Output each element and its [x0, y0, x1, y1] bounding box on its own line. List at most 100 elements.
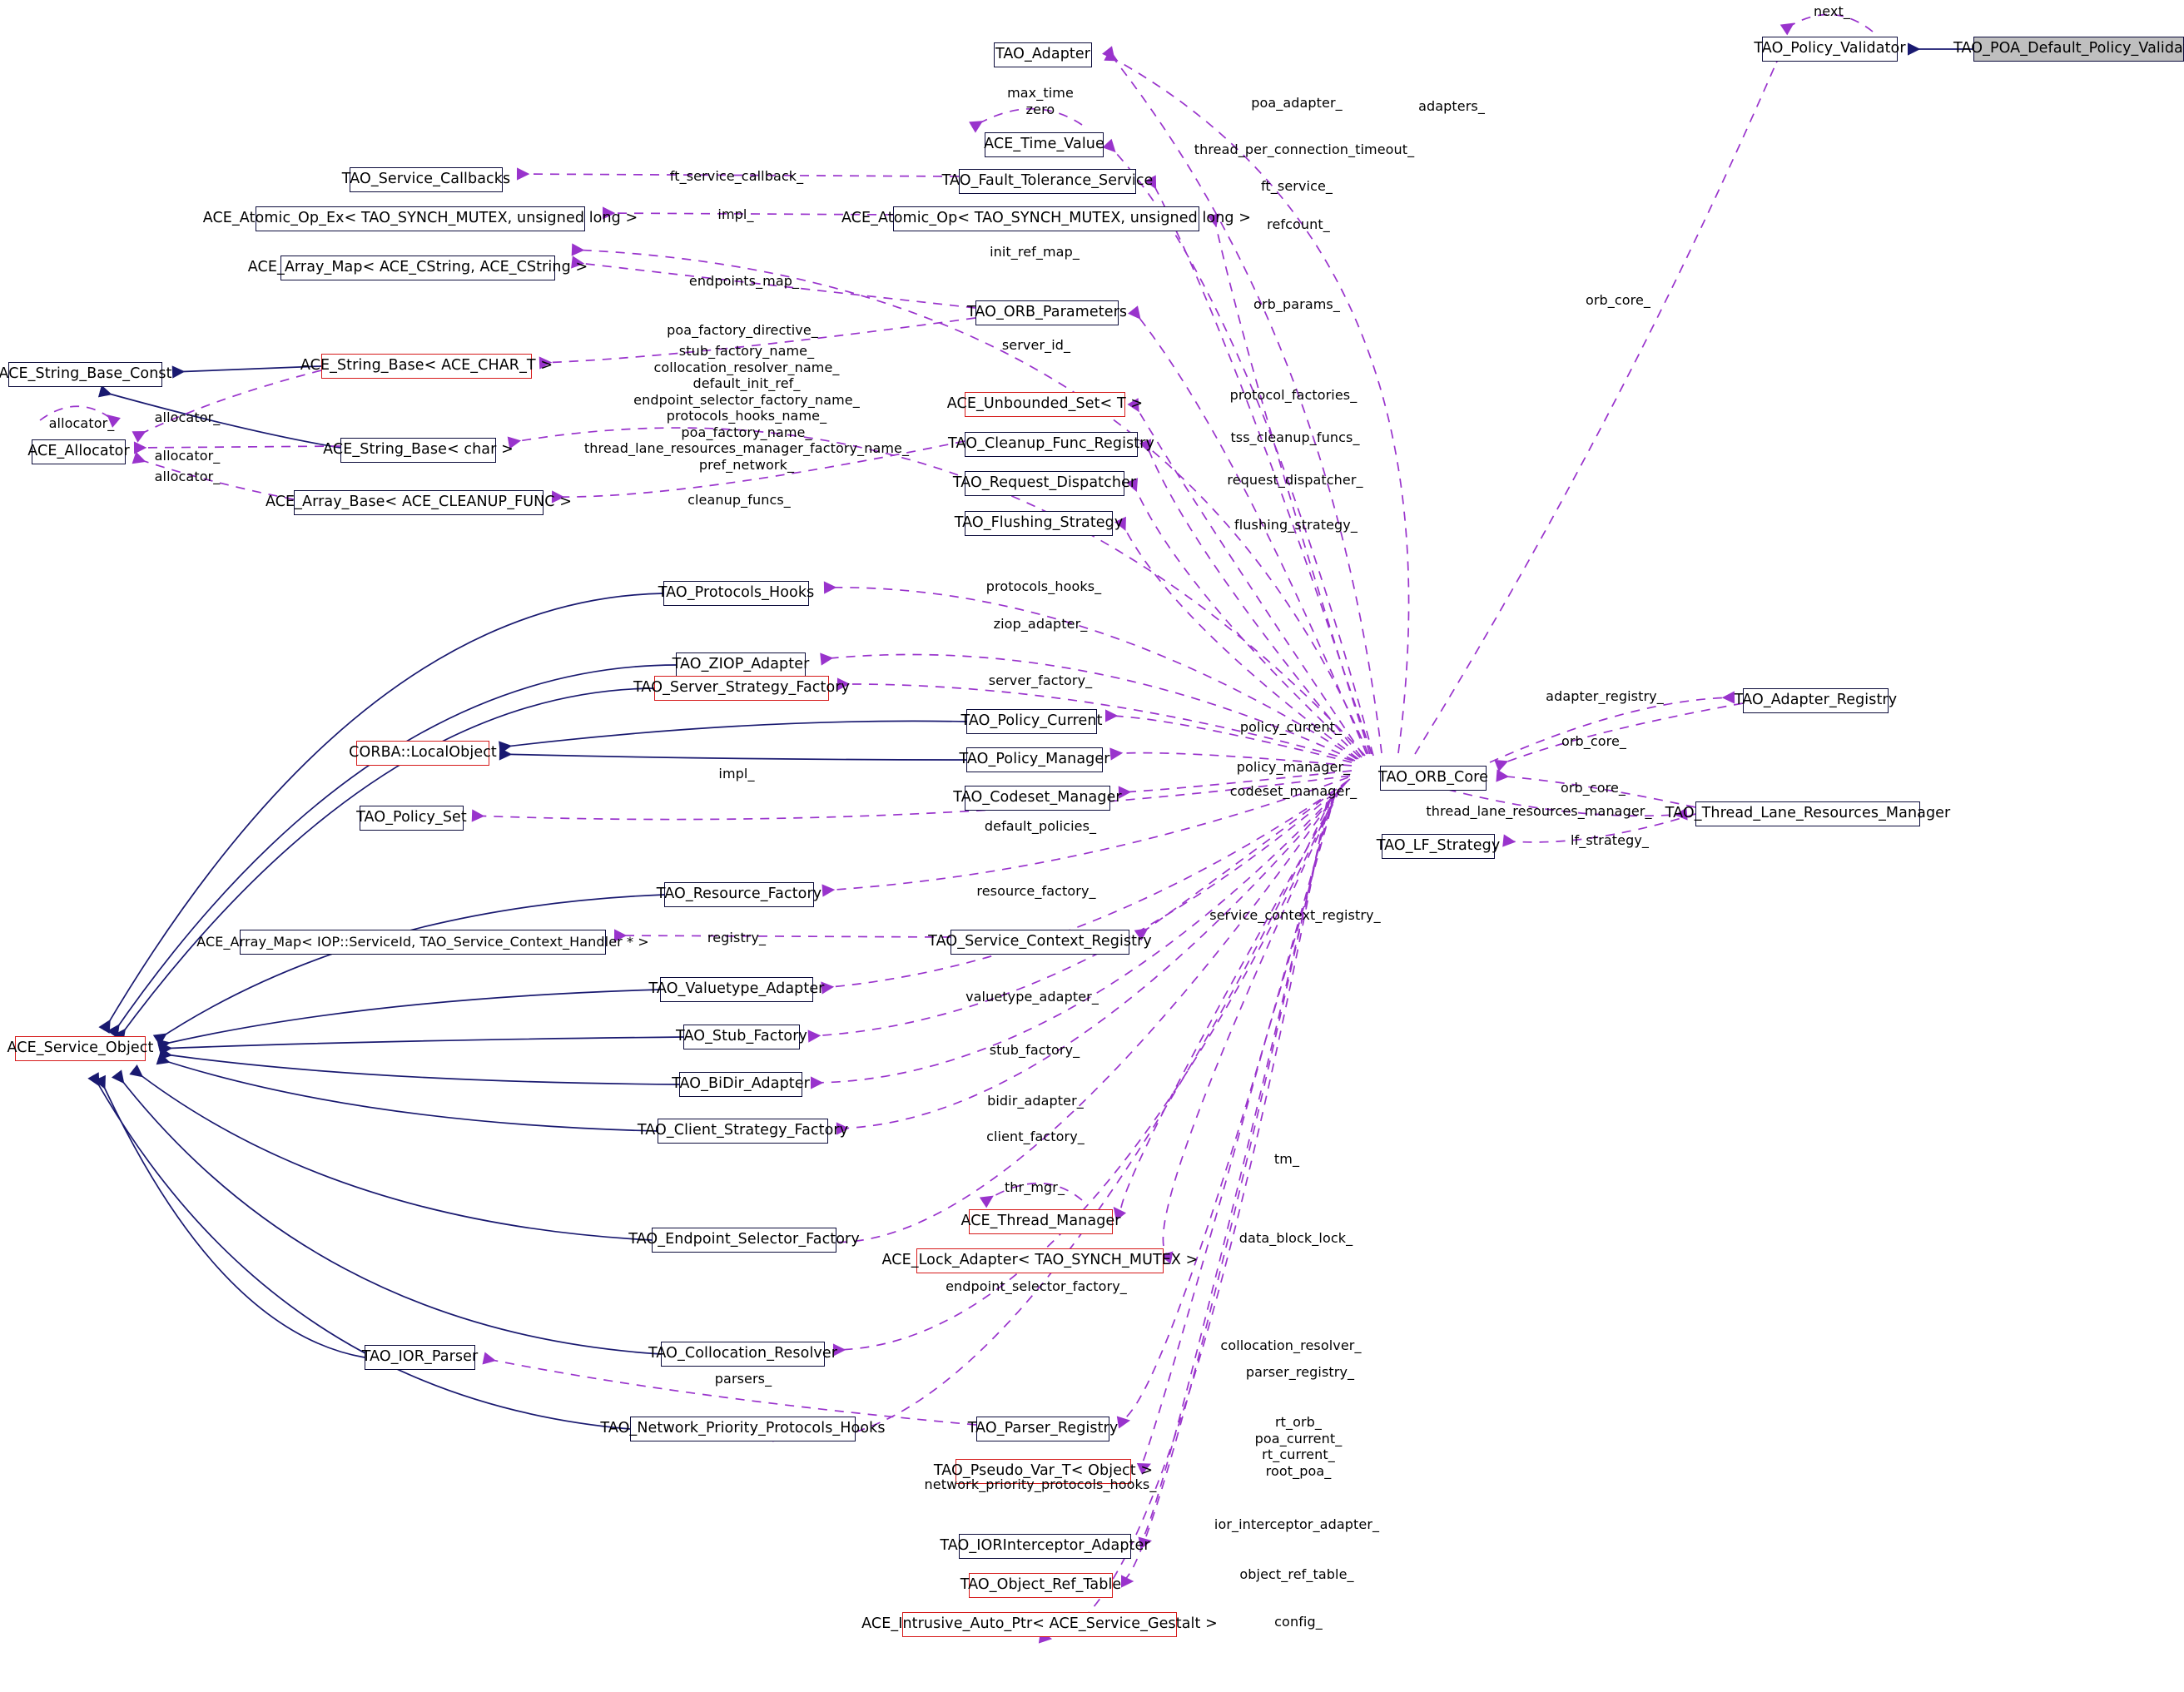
node-tao-service-context-registry[interactable]: TAO_Service_Context_Registry [928, 930, 1152, 955]
node-tao-object-ref-table[interactable]: TAO_Object_Ref_Table [960, 1573, 1121, 1598]
edge-label-tss-cleanup-funcs: tss_cleanup_funcs_ [1230, 429, 1360, 445]
edge-label-lf-strategy: lf_strategy_ [1570, 832, 1650, 848]
node-ace-time-value[interactable]: ACE_Time_Value [984, 132, 1104, 157]
edge-label-ior-interceptor-adapter: ior_interceptor_adapter_ [1214, 1516, 1380, 1532]
node-tao-collocation-resolver[interactable]: TAO_Collocation_Resolver [648, 1342, 837, 1367]
edge-label-thread-lane-resources-manager: thread_lane_resources_manager_ [1426, 803, 1652, 819]
edge-label-policy-current: policy_current_ [1239, 719, 1343, 735]
edge-label-registry: registry_ [707, 930, 767, 945]
node-ace-intrusive-auto-ptr[interactable]: ACE_Intrusive_Auto_Ptr< ACE_Service_Gest… [861, 1612, 1218, 1637]
node-ace-array-map-cstring[interactable]: ACE_Array_Map< ACE_CString, ACE_CString … [248, 256, 588, 280]
node-corba-localobject[interactable]: CORBA::LocalObject [349, 741, 497, 766]
node-tao-ziop-adapter[interactable]: TAO_ZIOP_Adapter [673, 652, 809, 677]
edge-label-server-factory: server_factory_ [988, 672, 1093, 688]
node-tao-iorinterceptor-adapter[interactable]: TAO_IORInterceptor_Adapter [940, 1534, 1150, 1559]
edge-label-ft-service-callback: ft_service_callback_ [669, 168, 804, 184]
edge-label-orb-core-mid1: orb_core_ [1561, 733, 1627, 749]
edge-label-policy-manager: policy_manager_ [1236, 759, 1351, 775]
edge-label-orb-core-mid2: orb_core_ [1560, 780, 1626, 796]
edge-label-collocation-resolver: collocation_resolver_ [1220, 1337, 1362, 1353]
node-tao-valuetype-adapter[interactable]: TAO_Valuetype_Adapter [649, 977, 824, 1002]
edge-label-valuetype-adapter: valuetype_adapter_ [965, 989, 1099, 1005]
node-ace-array-map-serviceid[interactable]: ACE_Array_Map< IOP::ServiceId, TAO_Servi… [196, 930, 649, 955]
node-tao-endpoint-selector-factory[interactable]: TAO_Endpoint_Selector_Factory [628, 1228, 860, 1253]
edge-label-protocols-hooks: protocols_hooks_ [985, 578, 1102, 594]
node-tao-client-strategy-factory[interactable]: TAO_Client_Strategy_Factory [638, 1119, 848, 1144]
node-tao-stub-factory[interactable]: TAO_Stub_Factory [676, 1025, 807, 1049]
edge-label-refcount: refcount_ [1267, 216, 1330, 232]
edge-label-parsers: parsers_ [714, 1371, 772, 1387]
edge-label-network-priority-protocols-hooks: network_priority_protocols_hooks_ [924, 1476, 1157, 1492]
edge-label-thread-per-connection-timeout: thread_per_connection_timeout_ [1194, 141, 1415, 157]
node-tao-policy-current[interactable]: TAO_Policy_Current [960, 709, 1102, 734]
edge-label-ziop-adapter: ziop_adapter_ [993, 616, 1088, 632]
node-ace-unbounded-set-t[interactable]: ACE_Unbounded_Set< T > [947, 392, 1143, 417]
node-tao-pseudo-var-t-object[interactable]: TAO_Pseudo_Var_T< Object > [934, 1459, 1153, 1484]
edge-label-thr-mgr: thr_mgr_ [1004, 1179, 1065, 1195]
node-ace-service-object[interactable]: ACE_Service_Object [7, 1036, 153, 1061]
edge-label-request-dispatcher: request_dispatcher_ [1227, 472, 1363, 488]
edge-label-service-context-registry: service_context_registry_ [1209, 907, 1381, 923]
edge-label-max-time-zero: max_time zero [1007, 85, 1074, 117]
node-ace-atomic-op-ex[interactable]: ACE_Atomic_Op_Ex< TAO_SYNCH_MUTEX, unsig… [203, 206, 638, 231]
node-tao-fault-tolerance-service[interactable]: TAO_Fault_Tolerance_Service [942, 169, 1153, 194]
edge-label-server-id: server_id_ [1001, 337, 1071, 353]
edge-label-resource-factory: resource_factory_ [976, 883, 1096, 899]
node-tao-orb-core[interactable]: TAO_ORB_Core [1378, 766, 1488, 791]
node-tao-network-priority-protocols-hooks[interactable]: TAO_Network_Priority_Protocols_Hooks [600, 1417, 885, 1441]
node-ace-string-base-const[interactable]: ACE_String_Base_Const [0, 362, 171, 387]
edge-label-default-policies: default_policies_ [984, 818, 1097, 834]
edge-label-allocator-b: allocator_ [154, 448, 221, 464]
edge-label-allocator-c: allocator_ [154, 469, 221, 484]
node-tao-policy-validator[interactable]: TAO_Policy_Validator [1754, 37, 1906, 62]
edge-label-data-block-lock: data_block_lock_ [1238, 1230, 1353, 1246]
node-tao-ior-parser[interactable]: TAO_IOR_Parser [362, 1345, 478, 1370]
node-ace-atomic-op[interactable]: ACE_Atomic_Op< TAO_SYNCH_MUTEX, unsigned… [841, 206, 1251, 231]
node-tao-orb-parameters[interactable]: TAO_ORB_Parameters [967, 300, 1127, 325]
node-ace-allocator[interactable]: ACE_Allocator [27, 439, 130, 464]
edge-label-config: config_ [1274, 1614, 1323, 1630]
node-tao-adapter[interactable]: TAO_Adapter [994, 42, 1092, 67]
node-tao-cleanup-func-registry[interactable]: TAO_Cleanup_Func_Registry [948, 432, 1154, 457]
edge-label-impl-localobject: impl_ [718, 766, 755, 781]
edge-label-allocator-a: allocator_ [154, 409, 221, 425]
edge-label-tm: tm_ [1273, 1151, 1300, 1167]
edge-label-impl-atomic: impl_ [717, 206, 754, 222]
node-tao-resource-factory[interactable]: TAO_Resource_Factory [657, 882, 821, 907]
edge-label-parser-registry: parser_registry_ [1245, 1364, 1355, 1380]
node-tao-thread-lane-resources-manager[interactable]: TAO_Thread_Lane_Resources_Manager [1665, 801, 1950, 826]
node-tao-policy-manager[interactable]: TAO_Policy_Manager [959, 747, 1109, 772]
node-tao-server-strategy-factory[interactable]: TAO_Server_Strategy_Factory [633, 676, 850, 701]
edge-label-object-ref-table: object_ref_table_ [1239, 1566, 1354, 1582]
edge-label-stub-factory: stub_factory_ [989, 1042, 1080, 1058]
node-tao-bidir-adapter[interactable]: TAO_BiDir_Adapter [672, 1072, 810, 1097]
node-ace-string-base-char[interactable]: ACE_String_Base< char > [323, 438, 514, 463]
node-tao-protocols-hooks[interactable]: TAO_Protocols_Hooks [658, 581, 814, 606]
node-tao-flushing-strategy[interactable]: TAO_Flushing_Strategy [955, 511, 1123, 536]
node-tao-policy-set[interactable]: TAO_Policy_Set [356, 806, 467, 831]
node-ace-lock-adapter[interactable]: ACE_Lock_Adapter< TAO_SYNCH_MUTEX > [882, 1248, 1198, 1273]
node-tao-lf-strategy[interactable]: TAO_LF_Strategy [1377, 834, 1500, 859]
edge-label-orb-params: orb_params_ [1253, 296, 1340, 312]
edge-label-protocol-factories: protocol_factories_ [1229, 387, 1358, 403]
node-tao-adapter-registry[interactable]: TAO_Adapter_Registry [1735, 688, 1897, 713]
node-tao-poa-default-policy-validator[interactable]: TAO_POA_Default_Policy_Validator [1953, 37, 2184, 62]
node-tao-codeset-manager[interactable]: TAO_Codeset_Manager [953, 786, 1122, 811]
edge-label-bidir-adapter: bidir_adapter_ [987, 1093, 1084, 1109]
edge-label-allocator-self: allocator_ [48, 415, 115, 431]
node-ace-string-base-ace-char-t[interactable]: ACE_String_Base< ACE_CHAR_T > [300, 354, 553, 379]
edge-label-flushing-strategy: flushing_strategy_ [1234, 517, 1358, 533]
node-tao-parser-registry[interactable]: TAO_Parser_Registry [968, 1417, 1118, 1441]
node-ace-array-base-cleanup-func[interactable]: ACE_Array_Base< ACE_CLEANUP_FUNC > [266, 490, 572, 515]
node-tao-service-callbacks[interactable]: TAO_Service_Callbacks [342, 167, 510, 192]
edge-label-poa-adapter: poa_adapter_ [1251, 95, 1343, 111]
edge-label-endpoint-selector-factory: endpoint_selector_factory_ [946, 1278, 1127, 1294]
edge-label-client-factory: client_factory_ [986, 1129, 1085, 1144]
edge-label-next: next_ [1814, 3, 1850, 19]
node-ace-thread-manager[interactable]: ACE_Thread_Manager [960, 1209, 1120, 1234]
node-tao-request-dispatcher[interactable]: TAO_Request_Dispatcher [953, 471, 1136, 496]
edge-label-cleanup-funcs: cleanup_funcs_ [687, 492, 791, 508]
edge-label-endpoints-map: endpoints_map_ [688, 273, 800, 289]
edge-label-orb-parameter-fields: stub_factory_name_ collocation_resolver_… [583, 343, 910, 473]
